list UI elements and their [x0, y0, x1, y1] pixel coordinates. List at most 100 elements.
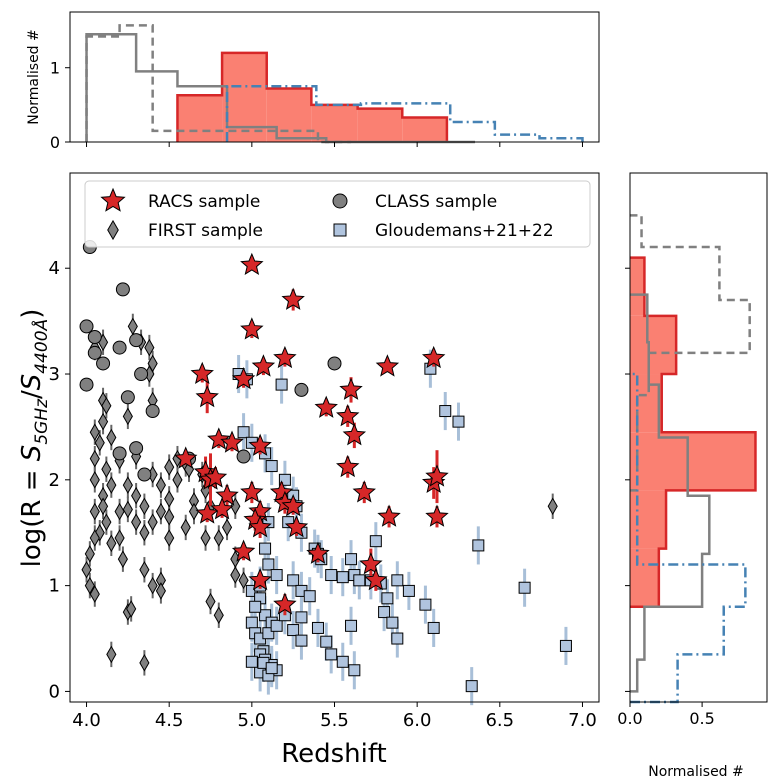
- first-point: [106, 428, 117, 447]
- y-tick-label: 3: [49, 364, 60, 385]
- first-point: [131, 486, 142, 505]
- racs-point: [281, 493, 305, 517]
- class-point: [87, 329, 102, 344]
- first-point: [97, 497, 109, 516]
- first-point: [147, 513, 158, 531]
- racs-point: [231, 539, 256, 562]
- top-ylabel: Normalised #: [26, 29, 42, 125]
- first-point: [89, 585, 100, 603]
- gloudemans-point: [287, 624, 300, 637]
- right-hist-racs-bar: [630, 548, 659, 607]
- racs-point: [281, 287, 305, 310]
- first-point: [101, 513, 112, 531]
- first-point: [164, 458, 175, 476]
- gloudemans-point: [262, 627, 275, 640]
- first-point: [84, 576, 95, 595]
- racs-point: [273, 592, 297, 615]
- gloudemans-point: [259, 609, 272, 622]
- racs-point: [231, 367, 256, 390]
- first-point: [213, 529, 224, 547]
- first-point: [221, 518, 233, 537]
- right-histogram: 0.0 0.5 Normalised #: [617, 172, 768, 779]
- first-point: [172, 471, 183, 489]
- gloudemans-point: [336, 571, 349, 584]
- first-point: [106, 534, 117, 553]
- main-scatter: 4.0 4.5 5.0 5.5 6.0 6.5 7.0 0 1 2 3 4 Redshift log…: [17, 172, 600, 769]
- legend: RACS sample CLASS sample FIRST sample Gloud…: [84, 180, 591, 248]
- racs-point: [364, 568, 388, 591]
- top-hist-racs-bar: [266, 88, 312, 142]
- gloudemans-point: [348, 664, 361, 677]
- first-point: [126, 600, 137, 618]
- x-tick-label: 6.5: [485, 710, 514, 731]
- racs-point: [359, 552, 383, 575]
- gloudemans-point: [237, 426, 250, 439]
- first-point: [89, 502, 100, 521]
- class-point: [134, 367, 149, 382]
- right-hist-gloudemans-21-22: [630, 372, 747, 704]
- first-point: [238, 571, 249, 590]
- top-y-tick-label: 1: [50, 59, 60, 78]
- gloudemans-point: [275, 378, 288, 391]
- racs-point: [375, 354, 400, 377]
- racs-point: [240, 317, 264, 340]
- gloudemans-point: [381, 592, 394, 605]
- right-x-tick-label: 0.5: [689, 709, 714, 728]
- top-y-tick-label: 0: [50, 133, 60, 152]
- racs-point: [377, 504, 401, 527]
- racs-point: [195, 501, 219, 524]
- legend-marker-diamond: [107, 219, 119, 241]
- racs-point: [352, 480, 376, 503]
- racs-point: [425, 464, 449, 487]
- top-hist-racs-bar: [402, 117, 447, 142]
- top-hist-racs-sample: [176, 51, 449, 142]
- gloudemans-point: [311, 621, 324, 634]
- top-hist-racs-bar: [222, 52, 267, 142]
- racs-point: [284, 515, 309, 538]
- right-hist-class-sample: [630, 214, 751, 492]
- racs-point: [336, 454, 360, 478]
- gloudemans-point: [378, 606, 391, 619]
- y-tick-label: 2: [49, 470, 60, 491]
- legend-marker-square: [333, 223, 347, 237]
- first-point: [139, 560, 150, 579]
- x-tick-label: 6.0: [403, 710, 432, 731]
- gloudemans-point: [419, 598, 432, 611]
- racs-point: [339, 377, 363, 400]
- first-point: [101, 396, 112, 415]
- x-tick-label: 4.5: [155, 710, 184, 731]
- class-point: [236, 449, 251, 464]
- gloudemans-point: [265, 460, 278, 473]
- first-point: [230, 566, 241, 584]
- x-axis-label: Redshift: [281, 739, 387, 769]
- first-point: [89, 529, 100, 547]
- racs-point: [220, 430, 244, 453]
- right-hist-racs-bar: [630, 257, 645, 316]
- x-tick-label: 5.5: [320, 710, 349, 731]
- first-point: [84, 545, 95, 563]
- gloudemans-point: [249, 600, 262, 613]
- right-hist-racs-bar: [630, 315, 677, 375]
- racs-point: [314, 395, 338, 418]
- y-axis-label-prefix: log(R =: [17, 461, 47, 567]
- first-point: [200, 529, 211, 547]
- gloudemans-point: [336, 655, 349, 668]
- racs-point: [425, 504, 449, 527]
- gloudemans-point: [402, 584, 415, 597]
- class-point: [96, 356, 111, 371]
- gloudemans-point: [262, 558, 275, 571]
- racs-point: [342, 423, 367, 446]
- first-point: [106, 645, 117, 664]
- class-point: [79, 319, 94, 334]
- legend-label: RACS sample: [148, 192, 260, 212]
- gloudemans-point: [391, 632, 404, 645]
- gloudemans-point: [353, 574, 366, 587]
- racs-point: [240, 480, 264, 503]
- right-hist-racs-bar: [630, 490, 667, 549]
- top-hist-racs-bar: [177, 95, 223, 142]
- gloudemans-point: [518, 581, 531, 594]
- class-point: [129, 333, 144, 348]
- class-point: [120, 390, 135, 405]
- first-point: [94, 523, 105, 542]
- first-point: [89, 449, 100, 468]
